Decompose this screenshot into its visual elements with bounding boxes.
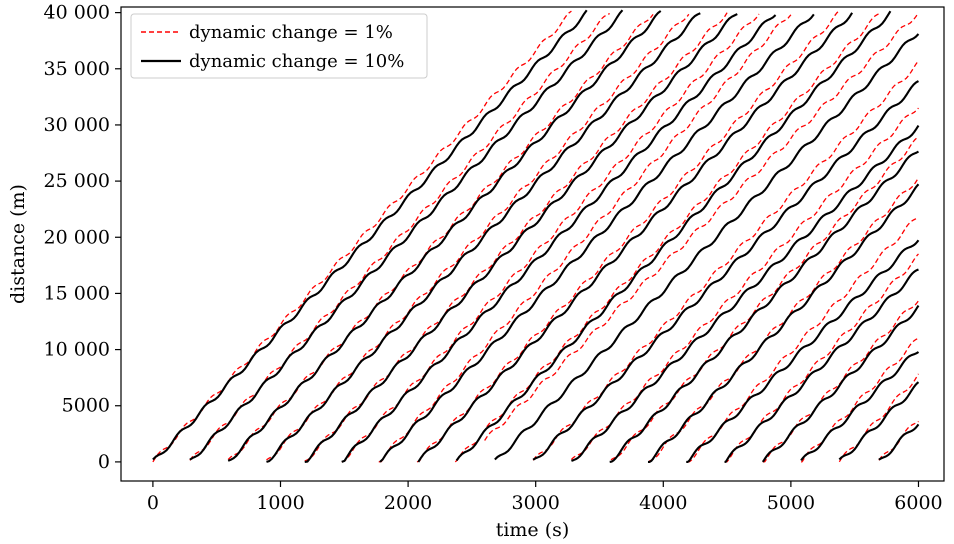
y-tick-label: 30 000 <box>44 114 110 136</box>
trajectory-line <box>304 12 728 462</box>
trajectory-line <box>454 12 881 463</box>
trajectory-line <box>724 268 919 463</box>
trajectory-line <box>610 136 919 461</box>
trajectory-line <box>379 13 815 463</box>
trajectory-line <box>686 239 920 463</box>
trajectory-line <box>878 423 920 461</box>
series-layer <box>152 9 920 463</box>
trajectory-line <box>227 10 662 462</box>
trajectory-line <box>227 13 654 460</box>
x-axis: 0 1000 2000 3000 4000 5000 6000 <box>147 481 943 514</box>
y-tick-label: 15 000 <box>44 282 110 304</box>
trajectory-line <box>341 13 760 463</box>
trajectory-line <box>266 13 690 461</box>
x-tick-label: 2000 <box>384 492 432 514</box>
y-tick-label: 25 000 <box>44 170 110 192</box>
legend-label-dynamic-1pct: dynamic change = 1% <box>189 22 393 43</box>
trajectory-line <box>266 12 701 463</box>
legend-label-dynamic-10pct: dynamic change = 10% <box>189 51 404 72</box>
x-tick-label: 6000 <box>894 492 942 514</box>
trajectory-line <box>532 80 919 461</box>
trajectory-line <box>416 9 840 463</box>
trajectory-line <box>494 33 920 461</box>
trajectory-line <box>647 183 920 463</box>
trajectory-line <box>571 124 920 462</box>
y-tick-label: 10 000 <box>44 339 110 361</box>
x-tick-label: 1000 <box>256 492 304 514</box>
y-axis: 0 5000 10 000 15 000 20 000 25 000 30 000 35 00… <box>44 2 121 473</box>
trajectory-line <box>378 14 792 463</box>
trajectory-line <box>800 351 920 462</box>
trajectory-line <box>341 14 777 463</box>
trajectory-line <box>152 9 588 461</box>
x-tick-label: 4000 <box>639 492 687 514</box>
trajectory-line <box>762 300 920 463</box>
trajectory-line <box>304 13 738 463</box>
trajectory-line <box>532 60 919 461</box>
trajectory-line <box>484 12 920 441</box>
y-tick-label: 40 000 <box>44 2 110 24</box>
x-tick-label: 3000 <box>512 492 560 514</box>
trajectory-line <box>152 10 572 463</box>
trajectory-line <box>609 150 919 463</box>
y-tick-label: 5000 <box>62 395 110 417</box>
plot-frame <box>120 6 945 482</box>
trajectory-line <box>648 177 920 462</box>
y-axis-title: distance (m) <box>7 184 29 304</box>
trajectory-line <box>189 12 610 461</box>
legend: dynamic change = 1% dynamic change = 10% <box>130 13 428 79</box>
x-tick-label: 5000 <box>767 492 815 514</box>
y-tick-label: 35 000 <box>44 58 110 80</box>
x-axis-title: time (s) <box>496 519 570 541</box>
x-tick-label: 0 <box>147 492 159 514</box>
trajectory-line <box>761 305 920 463</box>
trajectory-line <box>455 10 892 462</box>
trajectory-line <box>570 107 919 460</box>
legend-box <box>130 13 428 79</box>
y-tick-label: 0 <box>98 451 110 473</box>
trajectory-line <box>838 373 920 463</box>
series-dynamic-10pct <box>152 9 920 463</box>
trajectory-line <box>687 216 919 463</box>
trajectory-line <box>838 381 920 461</box>
y-tick-label: 20 000 <box>44 226 110 248</box>
trajectory-line <box>189 9 624 461</box>
trajectory-line <box>417 12 854 463</box>
trajectory-line <box>724 253 919 463</box>
